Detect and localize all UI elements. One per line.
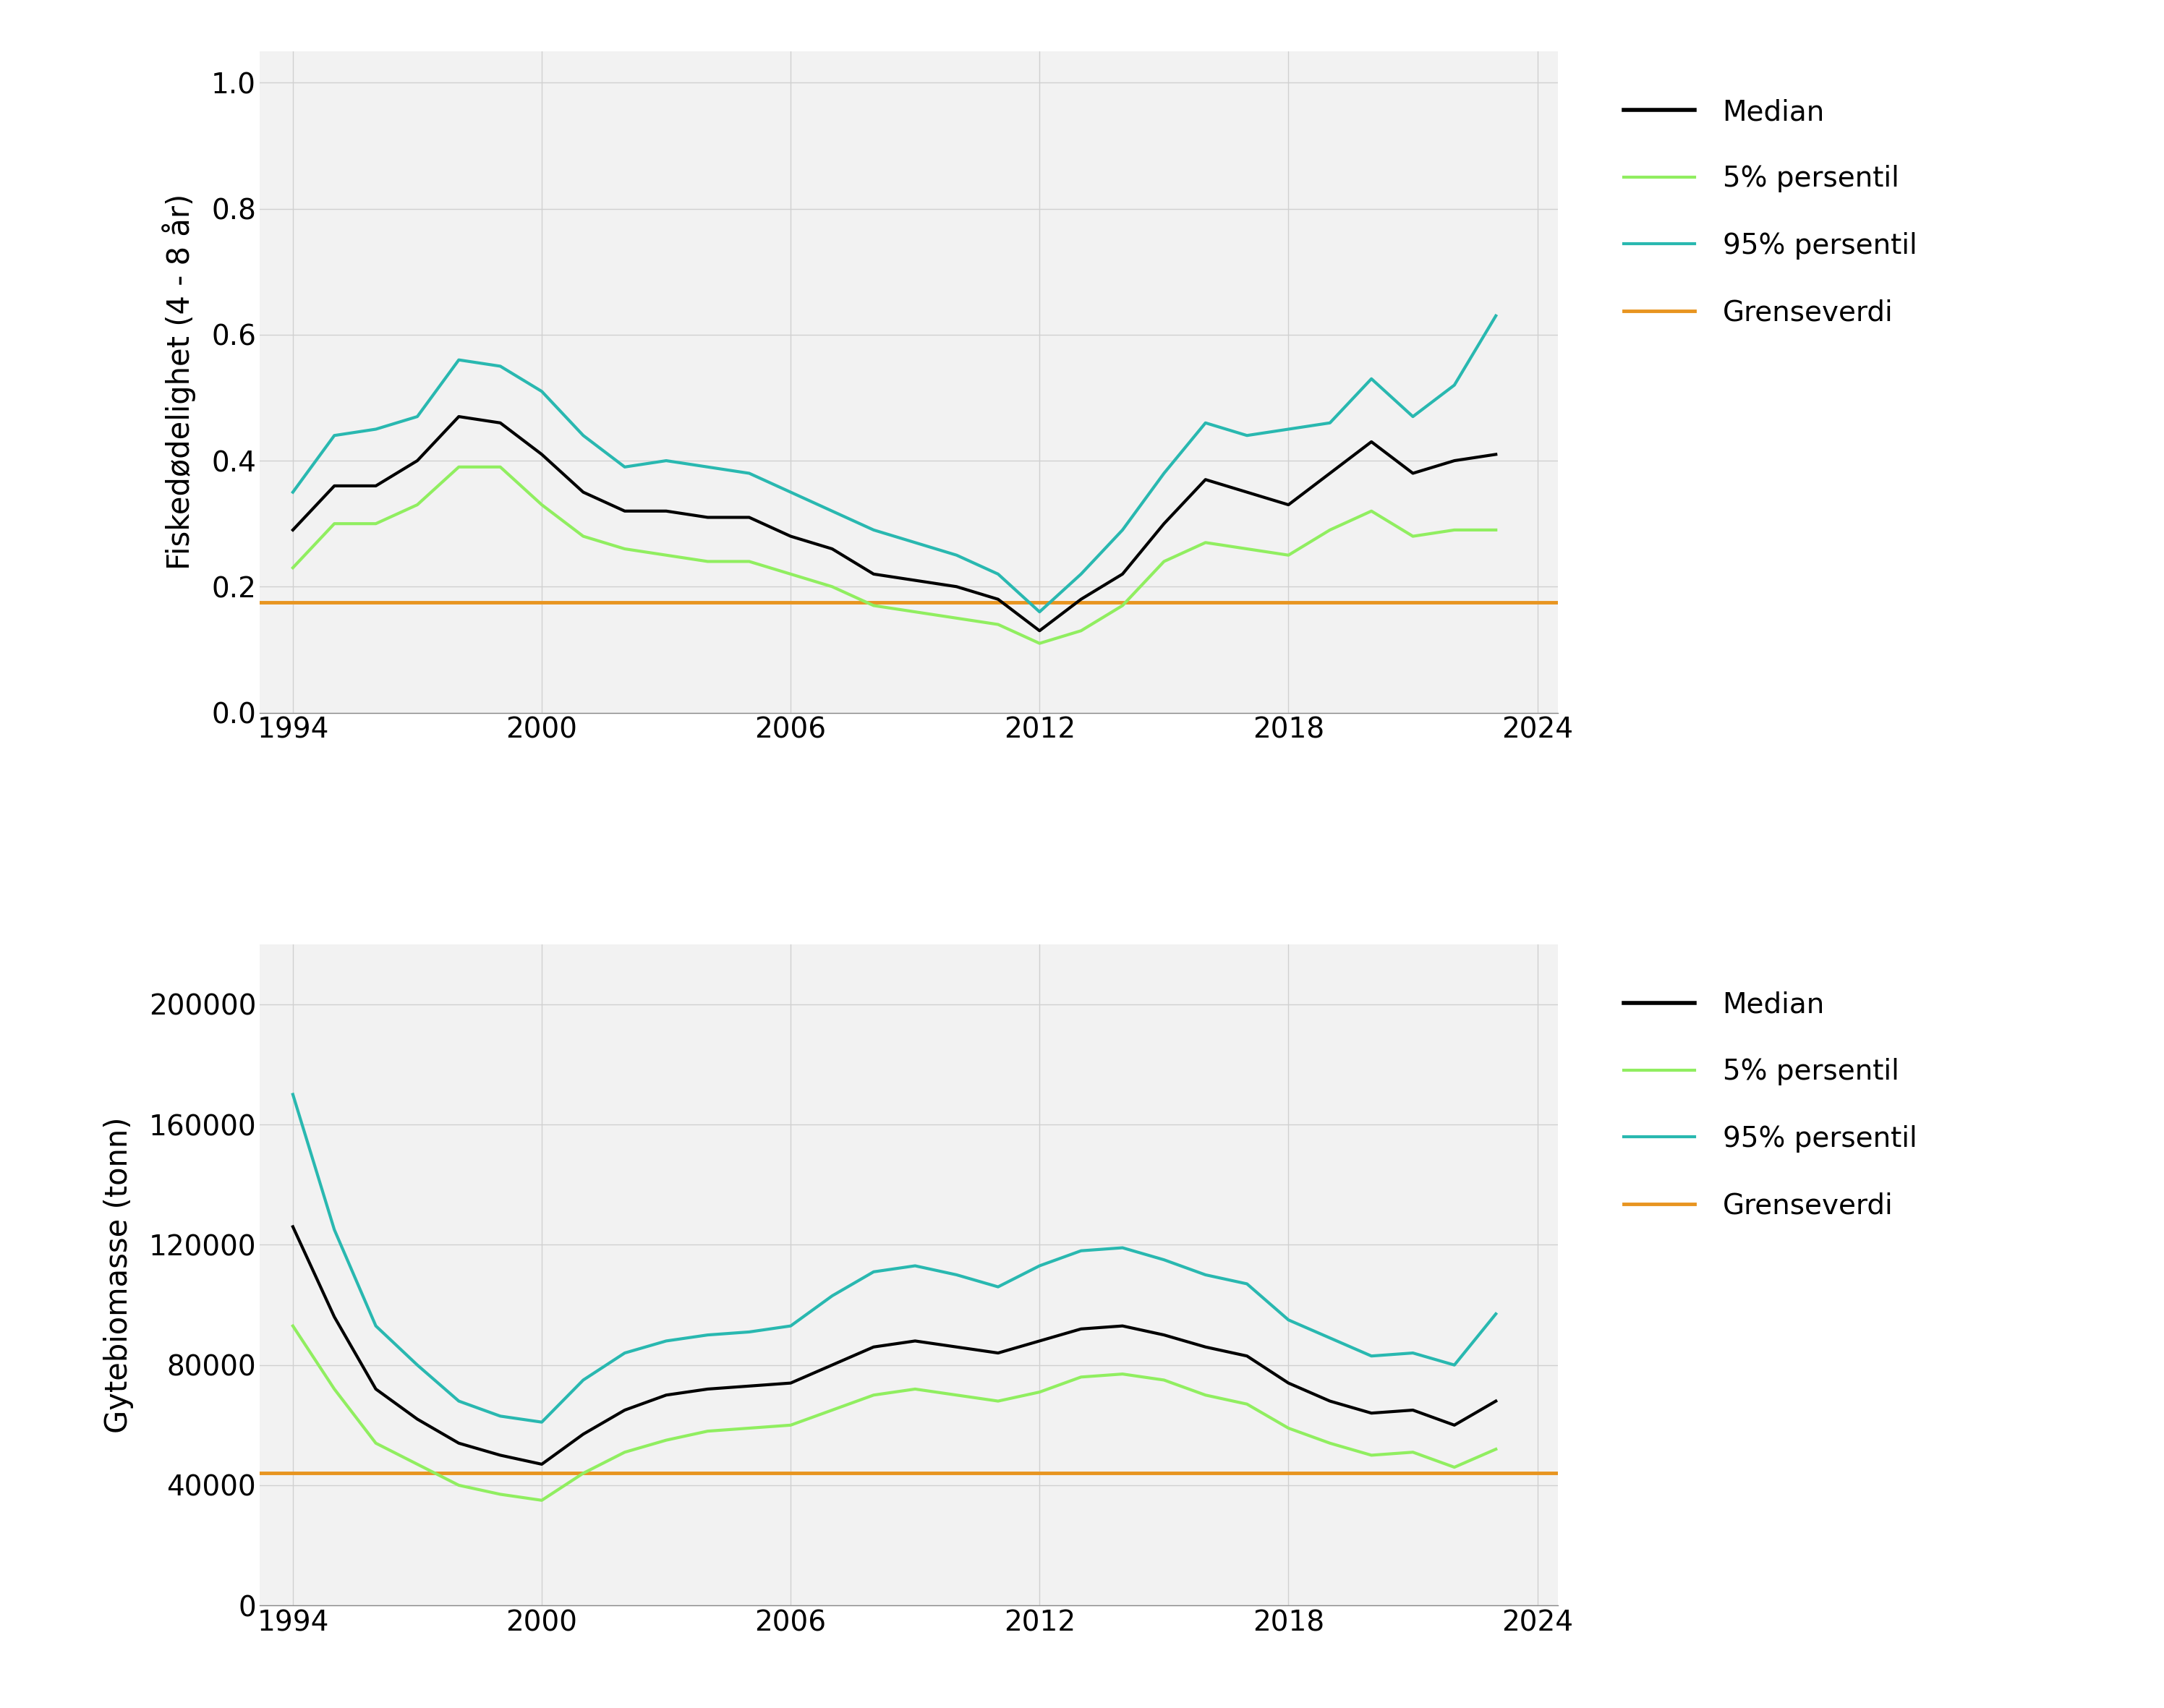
Y-axis label: Gytebiomasse (tonn): Gytebiomasse (tonn) <box>104 1117 134 1433</box>
Legend: Median, 5% persentil, 95% persentil, Grenseverdi: Median, 5% persentil, 95% persentil, Gre… <box>1623 99 1917 326</box>
Legend: Median, 5% persentil, 95% persentil, Grenseverdi: Median, 5% persentil, 95% persentil, Gre… <box>1623 991 1917 1220</box>
Y-axis label: Fiskedødelighet (4 - 8 år): Fiskedødelighet (4 - 8 år) <box>162 193 197 570</box>
